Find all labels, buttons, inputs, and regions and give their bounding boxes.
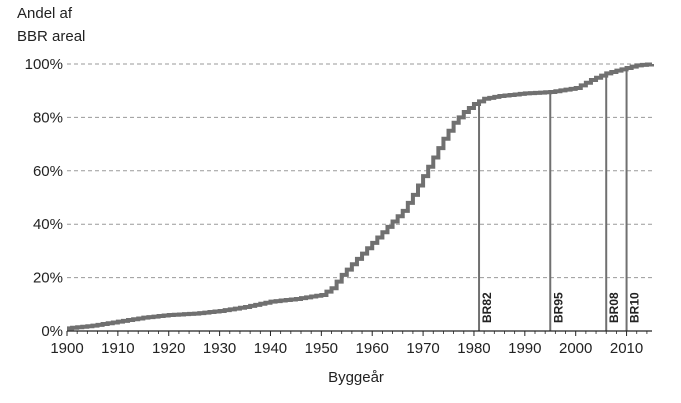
x-tick-label: 1970 bbox=[406, 340, 439, 357]
x-tick-label: 1950 bbox=[305, 340, 338, 357]
x-tick-label: 2010 bbox=[610, 340, 643, 357]
x-tick-label: 2000 bbox=[559, 340, 592, 357]
y-axis-label-line-1: Andel af bbox=[17, 5, 73, 22]
x-tick-label: 1910 bbox=[101, 340, 134, 357]
y-tick-label: 100% bbox=[25, 56, 63, 73]
grid-lines bbox=[67, 63, 652, 279]
y-tick-label: 40% bbox=[33, 216, 63, 233]
y-tick-label: 60% bbox=[33, 163, 63, 180]
regulation-label: BR95 bbox=[551, 292, 565, 323]
regulation-label: BR10 bbox=[628, 292, 642, 323]
y-tick-label: 20% bbox=[33, 270, 63, 287]
x-tick-label: 1960 bbox=[356, 340, 389, 357]
y-axis-label-line-2: BBR areal bbox=[17, 28, 85, 45]
x-tick-label: 1990 bbox=[508, 340, 541, 357]
x-tick-label: 1920 bbox=[152, 340, 185, 357]
x-tick-label: 1930 bbox=[203, 340, 236, 357]
x-tick-label: 1980 bbox=[457, 340, 490, 357]
y-tick-label: 80% bbox=[33, 109, 63, 126]
x-ticks: 1900 1910 1920 1930 1940 1950 1960 1970 1980 1990… bbox=[50, 331, 648, 357]
x-tick-label: 1900 bbox=[50, 340, 83, 357]
series-line bbox=[67, 62, 654, 331]
series-group bbox=[67, 62, 654, 331]
regulation-lines: BR82 BR95 BR08 BR10 bbox=[478, 68, 642, 331]
regulation-label: BR82 bbox=[480, 292, 494, 323]
x-tick-label: 1940 bbox=[254, 340, 287, 357]
regulation-label: BR08 bbox=[607, 292, 621, 323]
y-tick-label: 0% bbox=[41, 323, 63, 340]
y-ticks: 0% 20% 40% 60% 80% 100% bbox=[25, 56, 63, 340]
x-axis-label: Byggeår bbox=[328, 369, 384, 386]
